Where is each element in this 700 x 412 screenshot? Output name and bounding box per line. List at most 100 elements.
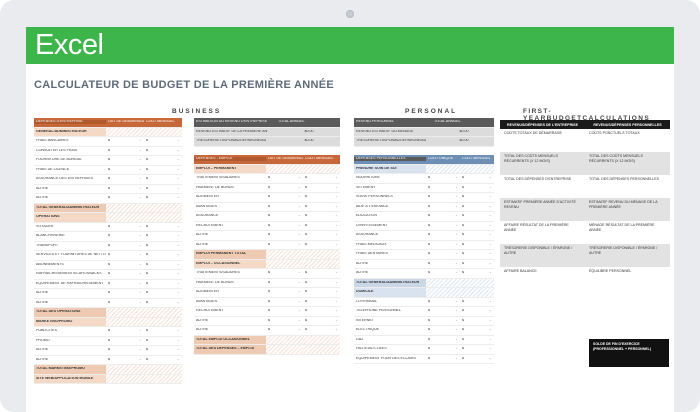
cost-input-cell[interactable]: $ - <box>144 253 182 257</box>
cost-input-cell[interactable]: $ - <box>106 272 144 276</box>
cost-input-cell[interactable]: $ - <box>460 309 494 313</box>
cost-input-cell[interactable]: $ - <box>303 186 340 190</box>
cost-input-cell[interactable]: $ - <box>106 196 144 200</box>
cost-input-cell[interactable]: $ - <box>106 329 144 333</box>
cost-input-cell[interactable]: $ - <box>144 301 182 305</box>
cost-input-cell[interactable]: $ - <box>426 347 460 351</box>
cost-input-cell[interactable]: $ - <box>266 281 303 285</box>
cost-input-cell[interactable]: $ - <box>426 319 460 323</box>
cost-input-cell[interactable]: $ - <box>460 205 494 209</box>
cost-input-cell[interactable]: $ - <box>266 300 303 304</box>
cost-input-cell[interactable]: $ - <box>460 252 494 256</box>
cost-input-cell[interactable]: $ - <box>426 309 460 313</box>
cost-input-cell[interactable]: $ - <box>266 243 303 247</box>
cost-input-cell[interactable]: $ - <box>144 291 182 295</box>
cost-input-cell[interactable]: $ - <box>426 338 460 342</box>
cost-input-cell[interactable]: $ - <box>460 186 494 190</box>
cost-input-cell[interactable]: $ - <box>144 139 182 143</box>
cost-input-cell[interactable]: $ - <box>266 205 303 209</box>
cost-input-cell[interactable]: $ - <box>460 347 494 351</box>
cost-input-cell[interactable]: $ - <box>106 168 144 172</box>
cost-input-cell[interactable]: $ - <box>144 348 182 352</box>
cost-input-cell[interactable]: $ - <box>303 176 340 180</box>
cost-input-cell[interactable]: $ - <box>303 233 340 237</box>
cost-input-cell[interactable]: $ - <box>106 244 144 248</box>
cost-input-cell[interactable]: $ - <box>426 233 460 237</box>
cost-input-cell[interactable]: $ - <box>303 205 340 209</box>
cost-input-cell[interactable]: $ - <box>303 281 340 285</box>
cost-input-cell[interactable]: $ - <box>460 271 494 275</box>
annual-total-value[interactable]: $0.00 <box>304 129 314 133</box>
cost-input-cell[interactable]: $ - <box>426 271 460 275</box>
cost-input-cell[interactable]: $ - <box>426 300 460 304</box>
cost-input-cell[interactable]: $ - <box>426 328 460 332</box>
cost-input-cell[interactable]: $ - <box>460 233 494 237</box>
cost-input-cell[interactable]: $ - <box>303 290 340 294</box>
cost-input-cell[interactable]: $ - <box>106 358 144 362</box>
cost-input-cell[interactable]: $ - <box>106 149 144 153</box>
cost-input-cell[interactable]: $ - <box>106 158 144 162</box>
cost-input-cell[interactable]: $ - <box>106 282 144 286</box>
cost-input-cell[interactable]: $ - <box>426 214 460 218</box>
cost-input-cell[interactable]: $ - <box>460 224 494 228</box>
cost-input-cell[interactable]: $ - <box>106 139 144 143</box>
cost-input-cell[interactable]: $ - <box>106 348 144 352</box>
cost-input-cell[interactable]: $ - <box>426 357 460 361</box>
cost-input-cell[interactable]: $ - <box>266 214 303 218</box>
cost-input-cell[interactable]: $ - <box>460 262 494 266</box>
cost-input-cell[interactable]: $ - <box>426 252 460 256</box>
cost-input-cell[interactable]: $ - <box>426 195 460 199</box>
cost-input-cell[interactable]: $ - <box>460 328 494 332</box>
cost-input-cell[interactable]: $ - <box>106 177 144 181</box>
cost-input-cell[interactable]: $ - <box>426 176 460 180</box>
cost-input-cell[interactable]: $ - <box>106 187 144 191</box>
cost-input-cell[interactable]: $ - <box>426 205 460 209</box>
cost-input-cell[interactable]: $ - <box>460 243 494 247</box>
cost-input-cell[interactable]: $ - <box>303 214 340 218</box>
cost-input-cell[interactable]: $ - <box>144 244 182 248</box>
cost-input-cell[interactable]: $ - <box>144 339 182 343</box>
cost-input-cell[interactable]: $ - <box>144 225 182 229</box>
cost-input-cell[interactable]: $ - <box>303 271 340 275</box>
cost-input-cell[interactable]: $ - <box>266 328 303 332</box>
cost-input-cell[interactable]: $ - <box>266 319 303 323</box>
cost-input-cell[interactable]: $ - <box>266 233 303 237</box>
cost-input-cell[interactable]: $ - <box>460 195 494 199</box>
cost-input-cell[interactable]: $ - <box>303 309 340 313</box>
cost-input-cell[interactable]: $ - <box>426 262 460 266</box>
cost-input-cell[interactable]: $ - <box>460 338 494 342</box>
cost-input-cell[interactable]: $ - <box>144 168 182 172</box>
cost-input-cell[interactable]: $ - <box>266 290 303 294</box>
cost-input-cell[interactable]: $ - <box>266 309 303 313</box>
cost-input-cell[interactable]: $ - <box>460 319 494 323</box>
cost-input-cell[interactable]: $ - <box>266 224 303 228</box>
cost-input-cell[interactable]: $ - <box>266 186 303 190</box>
cost-input-cell[interactable]: $ - <box>106 291 144 295</box>
cost-input-cell[interactable]: $ - <box>144 196 182 200</box>
cost-input-cell[interactable]: $ - <box>106 234 144 238</box>
cost-input-cell[interactable]: $ - <box>144 158 182 162</box>
cost-input-cell[interactable]: $ - <box>426 224 460 228</box>
cost-input-cell[interactable]: $ - <box>303 300 340 304</box>
cost-input-cell[interactable]: $ - <box>266 195 303 199</box>
cost-input-cell[interactable]: $ - <box>460 214 494 218</box>
cost-input-cell[interactable]: $ - <box>266 176 303 180</box>
cost-input-cell[interactable]: $ - <box>460 176 494 180</box>
cost-input-cell[interactable]: $ - <box>106 301 144 305</box>
cost-input-cell[interactable]: $ - <box>426 186 460 190</box>
cost-input-cell[interactable]: $ - <box>144 234 182 238</box>
cost-input-cell[interactable]: $ - <box>106 253 144 257</box>
cost-input-cell[interactable]: $ - <box>303 195 340 199</box>
cost-input-cell[interactable]: $ - <box>106 225 144 229</box>
cost-input-cell[interactable]: $ - <box>144 263 182 267</box>
cost-input-cell[interactable]: $ - <box>144 187 182 191</box>
annual-total-value[interactable]: $0.00 <box>459 129 469 133</box>
cost-input-cell[interactable]: $ - <box>144 282 182 286</box>
cost-input-cell[interactable]: $ - <box>266 271 303 275</box>
cost-input-cell[interactable]: $ - <box>144 329 182 333</box>
cost-input-cell[interactable]: $ - <box>106 339 144 343</box>
cost-input-cell[interactable]: $ - <box>303 319 340 323</box>
cost-input-cell[interactable]: $ - <box>460 357 494 361</box>
cost-input-cell[interactable]: $ - <box>303 224 340 228</box>
annual-total-value[interactable]: $0.00 <box>304 139 314 143</box>
